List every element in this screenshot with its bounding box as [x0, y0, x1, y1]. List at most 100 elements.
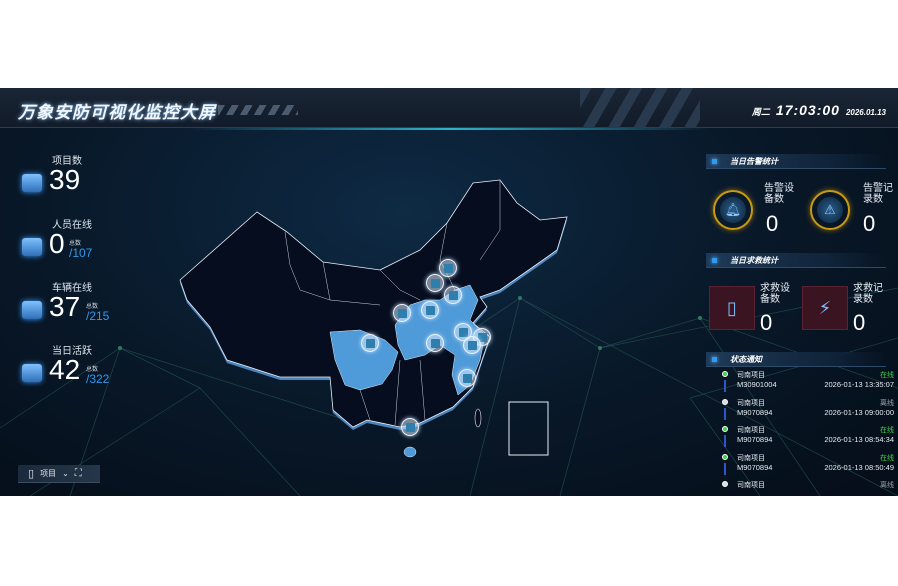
sos-device-icon: ▯	[709, 286, 755, 330]
status-text: 在线	[880, 427, 894, 434]
person-icon	[22, 238, 42, 256]
timestamp: 2026-01-13 08:50:49	[824, 462, 894, 472]
document-icon	[397, 308, 407, 318]
fullscreen-icon[interactable]: ⛶	[74, 468, 82, 479]
document-icon	[477, 332, 487, 342]
status-dot	[722, 481, 728, 487]
stat-total-label: 总数	[86, 367, 99, 373]
stat-total: /107	[69, 246, 93, 260]
status-item[interactable]: 司南项目 在线 M30901004 2026-01-13 13:35:07	[722, 370, 894, 398]
status-dot	[722, 426, 728, 432]
alarm-devices-ring: 🔔︎	[713, 190, 753, 230]
project-marker[interactable]	[439, 259, 457, 277]
stat-daily-active: 当日活跃 42 总数 /322	[22, 342, 142, 398]
stat-total: /215	[86, 309, 110, 323]
alarm-devices-label: 告警设备数	[764, 183, 794, 205]
warning-icon: ⚠︎	[817, 197, 843, 223]
stat-value: 0	[49, 228, 65, 259]
status-section-header: 状态通知	[706, 352, 886, 367]
project-marker[interactable]	[421, 301, 439, 319]
status-text: 在线	[880, 454, 894, 462]
lightning-icon: ⚡︎	[802, 286, 848, 330]
project-name: 司南项目	[737, 427, 765, 434]
stat-vehicles: 车辆在线 37 总数 /215	[22, 279, 142, 335]
dashboard: 万象安防可视化监控大屏 周二 17:03:00 2026.01.13 项目数 3…	[0, 88, 898, 496]
status-item[interactable]: 司南项目 在线 M9070894 2026-01-13 08:50:49	[722, 453, 894, 481]
monitor-check-icon	[22, 364, 42, 382]
timestamp: 2026-01-13 13:35:07	[824, 380, 894, 389]
stat-total-label: 总数	[86, 304, 99, 310]
timeline-bar	[724, 407, 726, 420]
timestamp: 2026-01-13 08:54:34	[824, 435, 894, 444]
south-sea-inset	[508, 401, 549, 456]
stat-personnel: 人员在线 0 总数 /107	[22, 216, 142, 272]
status-text: 离线	[880, 399, 894, 407]
project-name: 司南项目	[737, 372, 765, 379]
header-decoration	[580, 88, 700, 128]
project-name: 司南项目	[737, 399, 765, 407]
project-marker[interactable]	[401, 418, 419, 436]
timeline-bar	[724, 435, 726, 447]
device-code: M30901004	[737, 380, 777, 389]
timeline-bar	[724, 380, 726, 392]
rescue-records-value: 0	[853, 310, 866, 335]
status-dot	[722, 371, 728, 377]
header-bar: 万象安防可视化监控大屏 周二 17:03:00 2026.01.13	[0, 88, 898, 128]
project-marker[interactable]	[444, 286, 462, 304]
bus-icon	[22, 301, 42, 319]
clock: 周二 17:03:00 2026.01.13	[752, 102, 886, 118]
timeline-bar	[724, 462, 726, 475]
project-marker[interactable]	[426, 334, 444, 352]
document-icon	[462, 373, 472, 383]
header-glow-line	[190, 128, 710, 130]
document-icon	[430, 278, 440, 288]
status-item[interactable]: 司南项目 在线 M9070894 2026-01-13 08:54:34	[722, 425, 894, 453]
stat-label: 车辆在线	[52, 283, 92, 294]
status-item[interactable]: 司南项目 离线	[722, 480, 894, 496]
alarm-section-header: 当日告警统计	[706, 154, 886, 169]
status-text: 离线	[880, 482, 894, 489]
chevron-down-icon[interactable]: ⌄	[62, 469, 69, 478]
status-dot	[722, 398, 728, 405]
document-icon	[405, 422, 415, 432]
status-text: 在线	[880, 372, 894, 379]
stat-label: 人员在线	[52, 220, 92, 231]
stat-label: 项目数	[52, 156, 82, 167]
rescue-devices-label: 求救设备数	[760, 283, 790, 305]
project-name: 司南项目	[737, 454, 765, 462]
stat-projects: 项目数 39	[22, 152, 142, 208]
project-marker[interactable]	[458, 369, 476, 387]
page-title: 万象安防可视化监控大屏	[18, 103, 216, 122]
book-icon[interactable]: ▯	[28, 468, 35, 480]
document-icon	[448, 290, 458, 300]
project-marker[interactable]	[393, 304, 411, 322]
rescue-records-label: 求救记录数	[853, 283, 883, 305]
china-map	[179, 179, 568, 458]
device-code: M9070894	[737, 407, 773, 417]
status-item[interactable]: 司南项目 离线 M9070894 2026-01-13 09:00:00	[722, 398, 894, 426]
buildings-icon	[22, 174, 42, 192]
stat-value: 39	[49, 164, 81, 195]
stat-label: 当日活跃	[52, 346, 92, 357]
alarm-records-ring: ⚠︎	[810, 190, 850, 230]
project-marker[interactable]	[463, 336, 481, 354]
project-marker[interactable]	[361, 334, 379, 352]
rescue-devices-value: 0	[760, 310, 773, 335]
bell-icon: 🔔︎	[720, 197, 746, 223]
time: 17:03:00	[775, 102, 840, 118]
china-outline	[179, 179, 568, 428]
alarm-devices-value: 0	[766, 211, 779, 236]
document-icon	[467, 340, 477, 350]
stat-value: 37	[49, 291, 81, 322]
date: 2026.01.13	[845, 108, 886, 117]
document-icon	[458, 327, 468, 337]
timestamp: 2026-01-13 09:00:00	[824, 407, 894, 417]
device-code: M9070894	[737, 435, 773, 444]
weekday: 周二	[751, 107, 770, 117]
taiwan	[474, 408, 482, 428]
project-select[interactable]: 项目	[40, 469, 57, 478]
device-code: M9070894	[737, 462, 773, 472]
stat-total: /322	[86, 372, 110, 386]
project-marker[interactable]	[426, 274, 444, 292]
alarm-records-label: 告警记录数	[863, 183, 893, 205]
